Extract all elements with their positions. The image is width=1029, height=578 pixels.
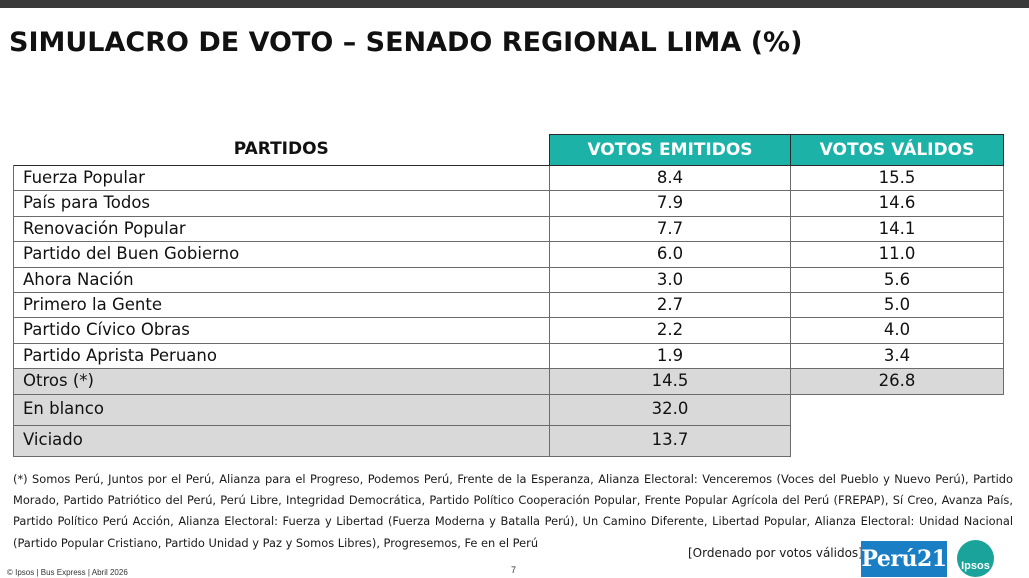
table-row-viciado: Viciado 13.7	[13, 424, 1004, 457]
votos-validos-value: 15.5	[790, 164, 1004, 192]
votos-emitidos-value: 1.9	[549, 342, 791, 370]
table-row: Primero la Gente 2.7 5.0	[13, 291, 1004, 319]
partido-name: Otros (*)	[13, 368, 550, 395]
partido-name: En blanco	[13, 393, 550, 426]
votos-validos-value: 3.4	[790, 342, 1004, 370]
page-number: 7	[511, 565, 517, 575]
partido-name: Partido Aprista Peruano	[13, 342, 550, 370]
table-row: Ahora Nación 3.0 5.6	[13, 266, 1004, 293]
header-votos-validos: VOTOS VÁLIDOS	[790, 134, 1004, 166]
votos-emitidos-value: 32.0	[549, 393, 791, 426]
order-note: [Ordenado por votos válidos]	[688, 546, 863, 560]
table-row-otros: Otros (*) 14.5 26.8	[13, 368, 1004, 395]
votos-emitidos-value: 2.7	[549, 291, 791, 319]
top-bar	[0, 0, 1029, 8]
table-row: Fuerza Popular 8.4 15.5	[13, 164, 1004, 192]
table-row: Partido Aprista Peruano 1.9 3.4	[13, 342, 1004, 370]
partido-name: Primero la Gente	[13, 291, 550, 319]
partido-name: Renovación Popular	[13, 215, 550, 243]
empty-cell	[790, 394, 1004, 426]
header-votos-emitidos: VOTOS EMITIDOS	[549, 134, 791, 166]
votos-emitidos-value: 13.7	[549, 424, 791, 457]
votos-emitidos-value: 7.7	[549, 215, 791, 243]
partido-name: Ahora Nación	[13, 266, 550, 293]
votos-validos-value: 14.1	[790, 215, 1004, 243]
empty-cell	[790, 425, 1004, 457]
footnote: (*) Somos Perú, Juntos por el Perú, Alia…	[13, 472, 1013, 550]
votos-validos-value: 5.6	[790, 266, 1004, 293]
table-header-row: PARTIDOS VOTOS EMITIDOS VOTOS VÁLIDOS	[13, 134, 1004, 166]
results-table: PARTIDOS VOTOS EMITIDOS VOTOS VÁLIDOS Fu…	[13, 134, 1004, 457]
ipsos-logo-text: Ipsos	[961, 560, 990, 572]
partido-name: País para Todos	[13, 190, 550, 217]
table-row-en-blanco: En blanco 32.0	[13, 393, 1004, 426]
table-row: País para Todos 7.9 14.6	[13, 190, 1004, 217]
table-row: Partido Cívico Obras 2.2 4.0	[13, 317, 1004, 344]
peru21-logo: Perú21	[861, 541, 947, 577]
table-row: Partido del Buen Gobierno 6.0 11.0	[13, 241, 1004, 268]
votos-emitidos-value: 2.2	[549, 317, 791, 344]
partido-name: Fuerza Popular	[13, 164, 550, 192]
peru21-logo-text: Perú21	[861, 546, 947, 572]
source-credit: © Ipsos | Bus Express | Abril 2026	[7, 568, 128, 577]
votos-validos-value: 4.0	[790, 317, 1004, 344]
votos-validos-value: 14.6	[790, 190, 1004, 217]
votos-validos-value: 26.8	[790, 368, 1004, 395]
partido-name: Viciado	[13, 424, 550, 457]
page-title: SIMULACRO DE VOTO – SENADO REGIONAL LIMA…	[9, 27, 803, 58]
ipsos-logo: Ipsos	[957, 540, 994, 577]
votos-emitidos-value: 14.5	[549, 368, 791, 395]
votos-validos-value: 11.0	[790, 241, 1004, 268]
partido-name: Partido del Buen Gobierno	[13, 241, 550, 268]
votos-emitidos-value: 3.0	[549, 266, 791, 293]
votos-emitidos-value: 7.9	[549, 190, 791, 217]
header-partidos: PARTIDOS	[13, 134, 550, 166]
votos-emitidos-value: 8.4	[549, 164, 791, 192]
partido-name: Partido Cívico Obras	[13, 317, 550, 344]
votos-validos-value: 5.0	[790, 291, 1004, 319]
votos-emitidos-value: 6.0	[549, 241, 791, 268]
table-row: Renovación Popular 7.7 14.1	[13, 215, 1004, 243]
